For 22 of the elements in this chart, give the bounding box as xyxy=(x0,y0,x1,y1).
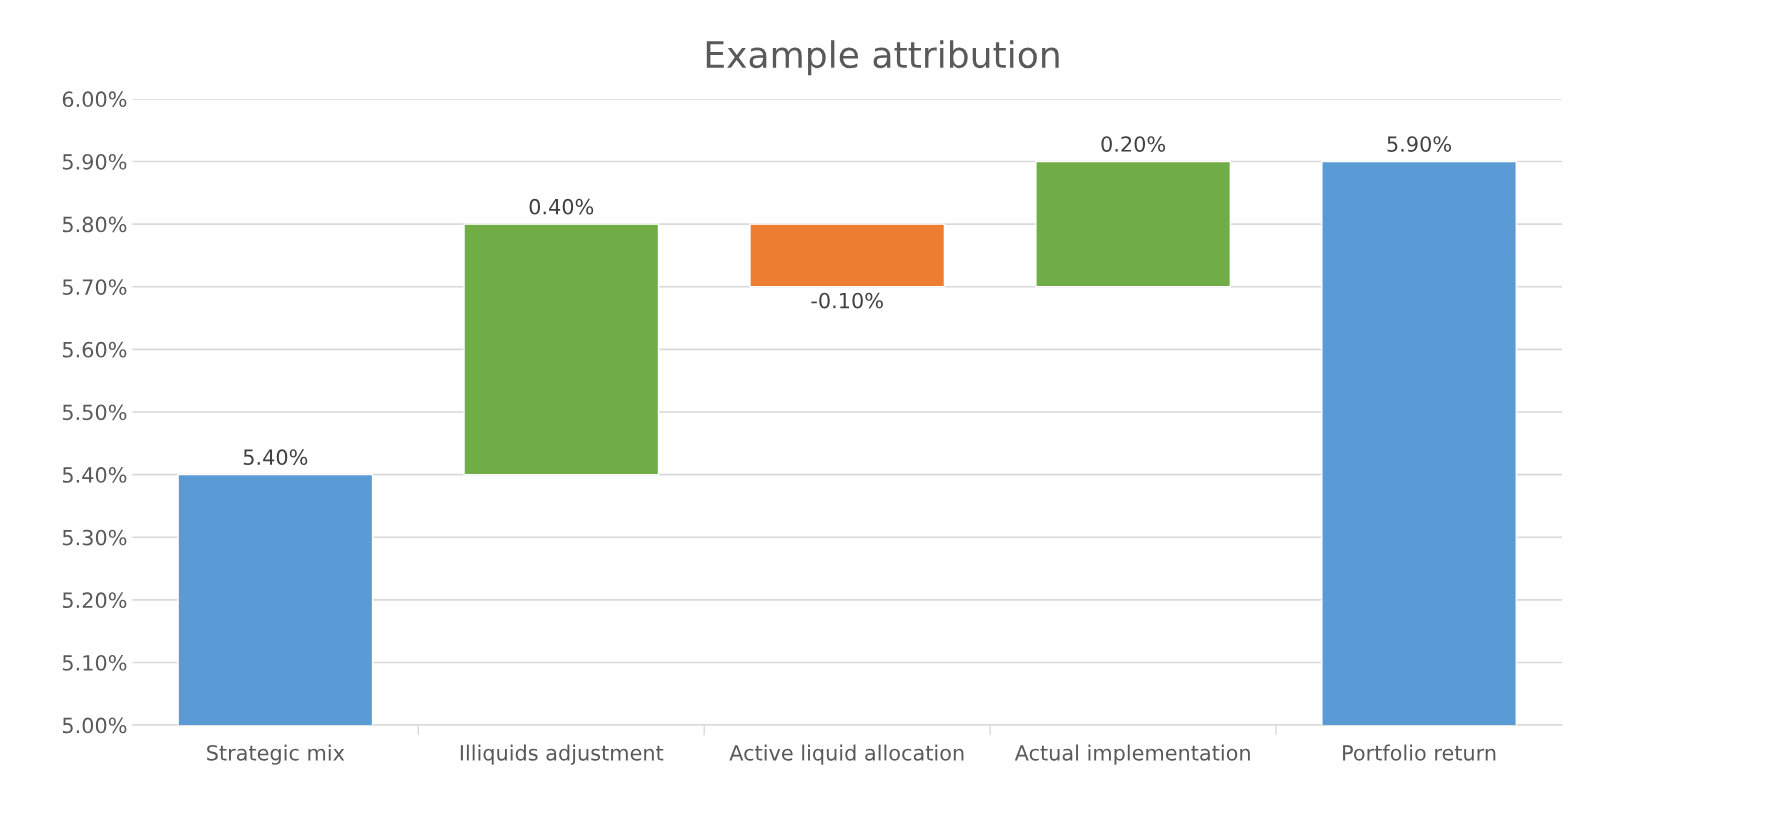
x-tick-label: Portfolio return xyxy=(1343,744,1496,761)
chart-title: Example attribution xyxy=(706,40,1059,76)
x-tick-label: Active liquid allocation xyxy=(729,744,964,765)
y-tick-label: 5.50% xyxy=(62,404,127,421)
data-label: 5.90% xyxy=(1387,136,1451,152)
y-tick-label: 5.10% xyxy=(62,654,127,671)
y-tick-label: 5.00% xyxy=(62,717,127,734)
y-tick-label: 5.70% xyxy=(62,279,127,295)
x-tick-label: Actual implementation xyxy=(1014,744,1250,765)
data-label: -0.10% xyxy=(811,292,883,309)
y-tick-label: 5.40% xyxy=(62,467,127,483)
y-tick-label: 5.90% xyxy=(62,153,127,170)
x-tick-label: Illiquids adjustment xyxy=(460,744,664,765)
y-tick-label: 5.20% xyxy=(62,592,127,609)
y-tick-label: 5.60% xyxy=(62,341,127,358)
y-tick-label: 5.80% xyxy=(62,216,127,233)
y-tick-label: 6.00% xyxy=(62,91,127,108)
y-tick-label: 5.30% xyxy=(62,529,127,546)
data-label: 0.20% xyxy=(1101,136,1166,152)
data-label: 0.40% xyxy=(529,198,594,215)
data-label: 5.40% xyxy=(243,449,308,466)
x-tick-label: Strategic mix xyxy=(207,744,345,765)
